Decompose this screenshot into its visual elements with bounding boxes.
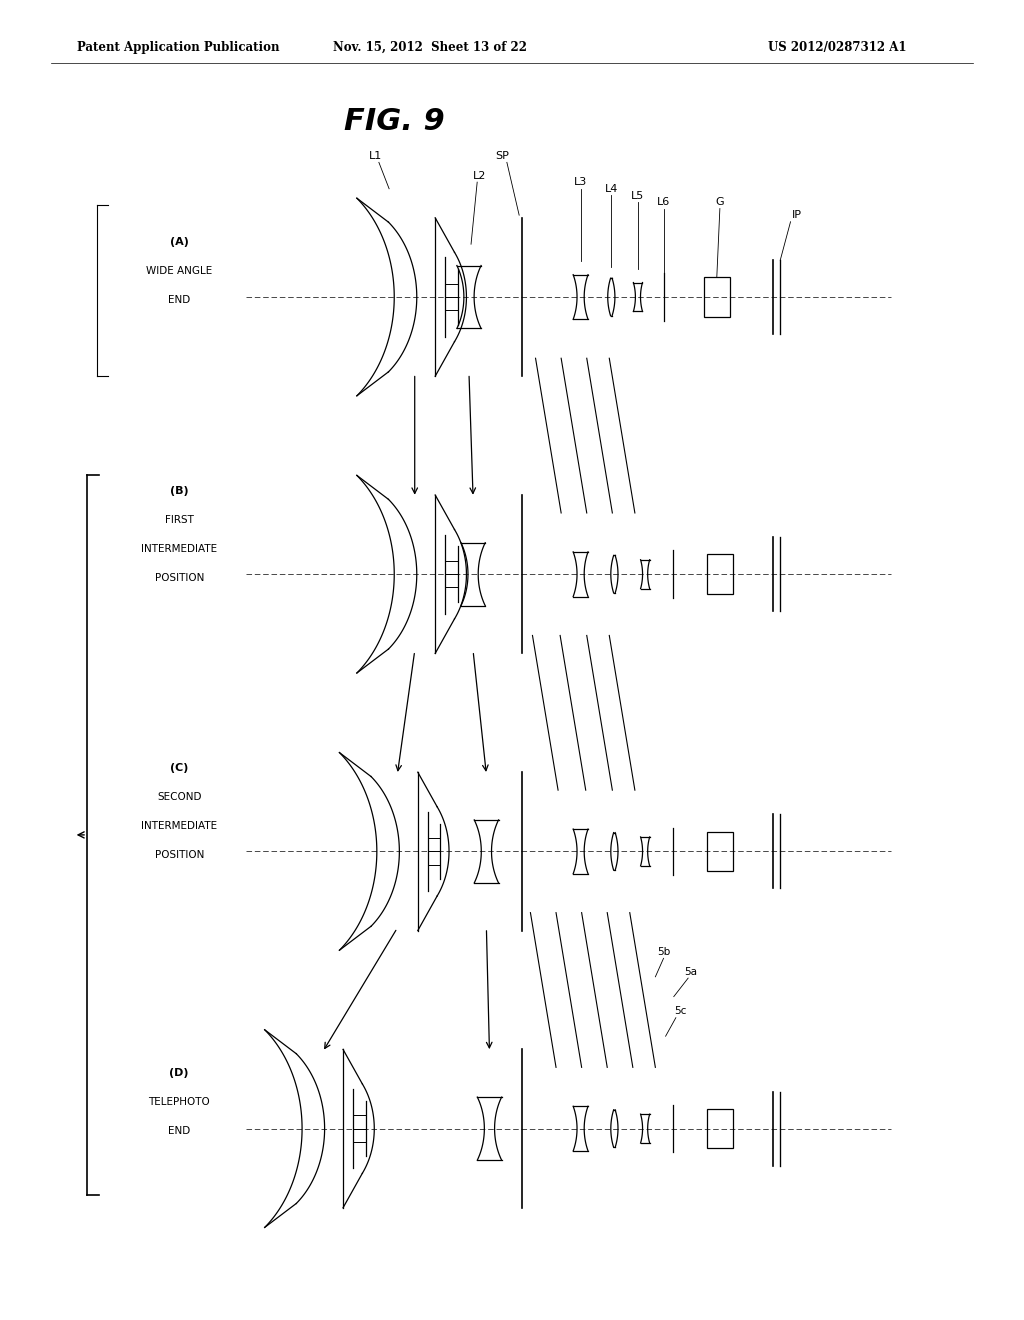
Text: (A): (A) [170,236,188,247]
Bar [707,832,733,871]
Text: POSITION: POSITION [155,573,204,583]
Text: (B): (B) [170,486,188,496]
Text: INTERMEDIATE: INTERMEDIATE [141,821,217,832]
Text: L5: L5 [632,190,644,201]
Text: L4: L4 [604,183,618,194]
Text: END: END [168,294,190,305]
Bar [705,277,729,317]
Text: IP: IP [792,210,802,220]
Text: SECOND: SECOND [157,792,202,803]
Bar [707,1109,733,1148]
Text: US 2012/0287312 A1: US 2012/0287312 A1 [768,41,906,54]
Text: 5a: 5a [684,966,697,977]
Text: WIDE ANGLE: WIDE ANGLE [146,265,212,276]
Text: L3: L3 [574,177,587,187]
Text: (C): (C) [170,763,188,774]
Bar [707,554,733,594]
Text: TELEPHOTO: TELEPHOTO [148,1097,210,1107]
Text: L6: L6 [657,197,670,207]
Text: Patent Application Publication: Patent Application Publication [77,41,280,54]
Text: G: G [716,197,724,207]
Text: 5b: 5b [657,946,670,957]
Text: FIRST: FIRST [165,515,194,525]
Text: Nov. 15, 2012  Sheet 13 of 22: Nov. 15, 2012 Sheet 13 of 22 [333,41,527,54]
Text: L1: L1 [370,150,382,161]
Text: INTERMEDIATE: INTERMEDIATE [141,544,217,554]
Text: (D): (D) [169,1068,189,1078]
Text: SP: SP [495,150,509,161]
Text: END: END [168,1126,190,1137]
Text: L2: L2 [472,170,486,181]
Text: POSITION: POSITION [155,850,204,861]
Text: 5c: 5c [674,1006,686,1016]
Text: FIG. 9: FIG. 9 [344,107,444,136]
